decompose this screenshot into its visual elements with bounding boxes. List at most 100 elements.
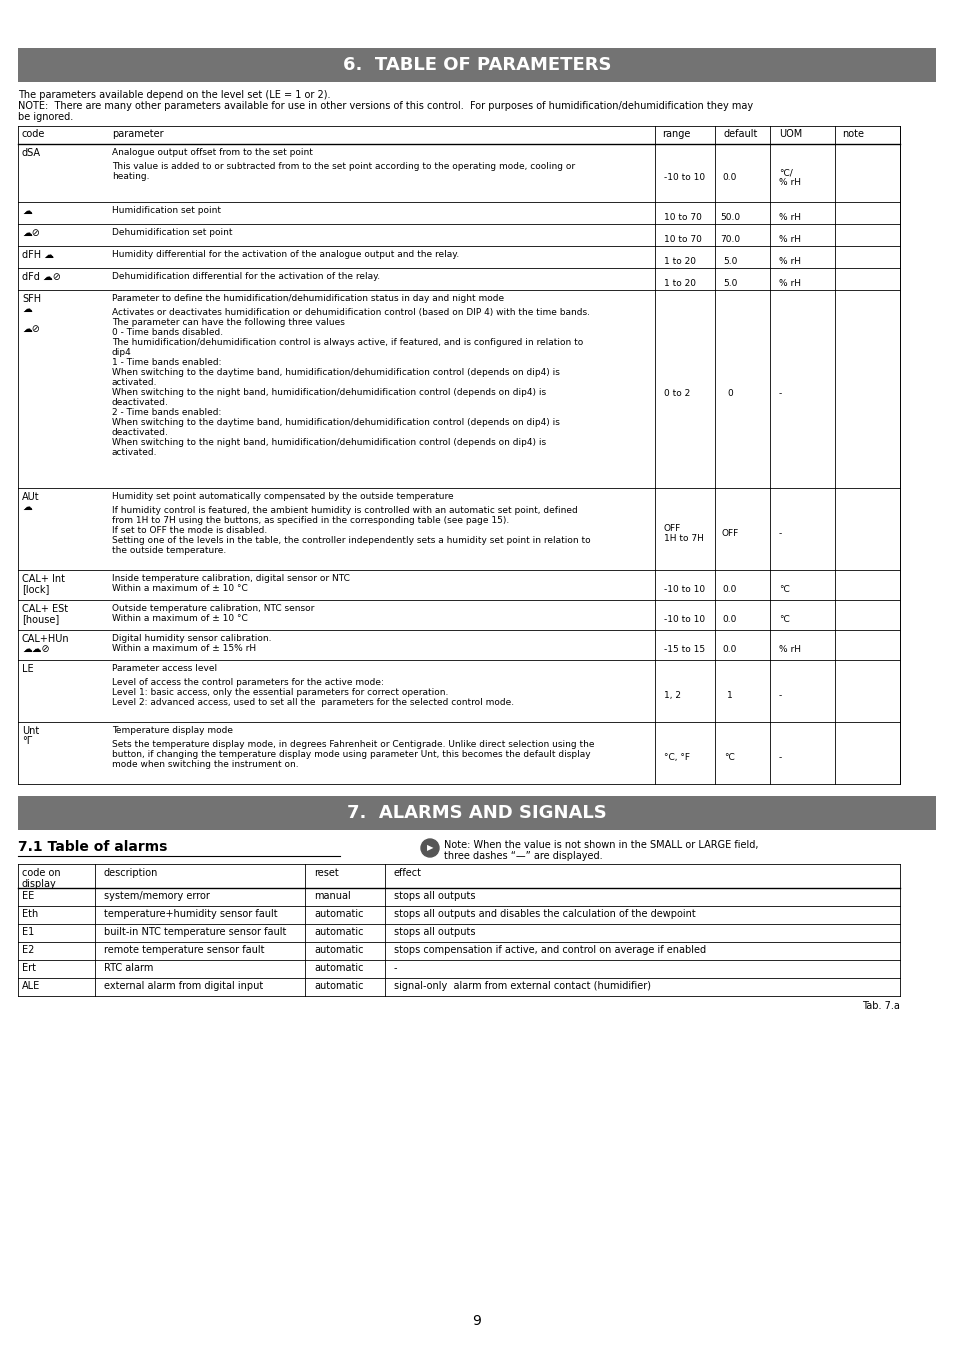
- Text: AUt: AUt: [22, 492, 40, 503]
- Text: ☁: ☁: [22, 205, 31, 216]
- Text: CAL+HUn: CAL+HUn: [22, 634, 70, 644]
- Text: NOTE:  There are many other parameters available for use in other versions of th: NOTE: There are many other parameters av…: [18, 101, 752, 111]
- Text: Activates or deactivates humidification or dehumidification control (based on DI: Activates or deactivates humidification …: [112, 308, 589, 317]
- Text: stops compensation if active, and control on average if enabled: stops compensation if active, and contro…: [394, 944, 705, 955]
- Text: deactivated.: deactivated.: [112, 428, 169, 436]
- Text: OFF: OFF: [720, 530, 738, 538]
- Text: 1: 1: [726, 690, 732, 700]
- Text: % rH: % rH: [779, 213, 801, 222]
- Text: the outside temperature.: the outside temperature.: [112, 546, 226, 555]
- Text: When switching to the daytime band, humidification/dehumidification control (dep: When switching to the daytime band, humi…: [112, 417, 559, 427]
- Text: If set to OFF the mode is disabled.: If set to OFF the mode is disabled.: [112, 526, 267, 535]
- Text: CAL+ ESt: CAL+ ESt: [22, 604, 68, 613]
- Text: The parameters available depend on the level set (LE = 1 or 2).: The parameters available depend on the l…: [18, 91, 330, 100]
- Text: stops all outputs: stops all outputs: [394, 927, 475, 938]
- Text: -: -: [779, 690, 781, 700]
- Text: ALE: ALE: [22, 981, 40, 992]
- Text: Digital humidity sensor calibration.: Digital humidity sensor calibration.: [112, 634, 272, 643]
- Text: RTC alarm: RTC alarm: [104, 963, 153, 973]
- Text: code: code: [22, 128, 46, 139]
- Text: When switching to the daytime band, humidification/dehumidification control (dep: When switching to the daytime band, humi…: [112, 367, 559, 377]
- Text: When switching to the night band, humidification/dehumidification control (depen: When switching to the night band, humidi…: [112, 388, 545, 397]
- Text: 1 to 20: 1 to 20: [663, 280, 696, 288]
- Text: % rH: % rH: [779, 644, 801, 654]
- Text: Temperature display mode: Temperature display mode: [112, 725, 233, 735]
- Text: 9: 9: [472, 1315, 481, 1328]
- Text: 1, 2: 1, 2: [663, 690, 680, 700]
- Text: effect: effect: [394, 867, 421, 878]
- Text: Sets the temperature display mode, in degrees Fahrenheit or Centigrade. Unlike d: Sets the temperature display mode, in de…: [112, 740, 594, 748]
- Text: ☁⊘: ☁⊘: [22, 324, 40, 334]
- Text: mode when switching the instrument on.: mode when switching the instrument on.: [112, 761, 298, 769]
- Text: heating.: heating.: [112, 172, 150, 181]
- Text: Analogue output offset from to the set point: Analogue output offset from to the set p…: [112, 149, 313, 157]
- Text: dFH ☁: dFH ☁: [22, 250, 54, 259]
- Text: E2: E2: [22, 944, 34, 955]
- Text: [house]: [house]: [22, 613, 59, 624]
- Text: Inside temperature calibration, digital sensor or NTC: Inside temperature calibration, digital …: [112, 574, 350, 584]
- Text: 1 to 20: 1 to 20: [663, 257, 696, 266]
- Text: reset: reset: [314, 867, 338, 878]
- Text: LE: LE: [22, 663, 33, 674]
- Text: 5.0: 5.0: [722, 280, 737, 288]
- Text: 7.1 Table of alarms: 7.1 Table of alarms: [18, 840, 167, 854]
- Text: Within a maximum of ± 10 °C: Within a maximum of ± 10 °C: [112, 613, 248, 623]
- Text: 0.0: 0.0: [722, 585, 737, 594]
- Text: 0.0: 0.0: [722, 615, 737, 624]
- Text: % rH: % rH: [779, 235, 801, 245]
- Text: Dehumidification differential for the activation of the relay.: Dehumidification differential for the ac…: [112, 272, 379, 281]
- Text: When switching to the night band, humidification/dehumidification control (depen: When switching to the night band, humidi…: [112, 438, 545, 447]
- Text: default: default: [723, 128, 758, 139]
- Text: Within a maximum of ± 15% rH: Within a maximum of ± 15% rH: [112, 644, 255, 653]
- Text: built-in NTC temperature sensor fault: built-in NTC temperature sensor fault: [104, 927, 286, 938]
- Text: 0 - Time bands disabled.: 0 - Time bands disabled.: [112, 328, 223, 336]
- Text: range: range: [661, 128, 690, 139]
- Text: -: -: [779, 530, 781, 538]
- Text: three dashes “—” are displayed.: three dashes “—” are displayed.: [443, 851, 602, 861]
- Text: -: -: [394, 963, 397, 973]
- Text: -10 to 10: -10 to 10: [663, 615, 704, 624]
- Text: dip4: dip4: [112, 349, 132, 357]
- Text: This value is added to or subtracted from to the set point according to the oper: This value is added to or subtracted fro…: [112, 162, 575, 172]
- Text: Parameter access level: Parameter access level: [112, 663, 217, 673]
- Bar: [18, 796, 935, 830]
- Text: 70.0: 70.0: [720, 235, 740, 245]
- Text: Level of access the control parameters for the active mode:: Level of access the control parameters f…: [112, 678, 383, 688]
- Text: CAL+ Int: CAL+ Int: [22, 574, 65, 584]
- Text: temperature+humidity sensor fault: temperature+humidity sensor fault: [104, 909, 277, 919]
- Text: 1 - Time bands enabled:: 1 - Time bands enabled:: [112, 358, 221, 367]
- Text: 7.  ALARMS AND SIGNALS: 7. ALARMS AND SIGNALS: [347, 804, 606, 821]
- Text: Tab. 7.a: Tab. 7.a: [862, 1001, 899, 1011]
- Text: activated.: activated.: [112, 449, 157, 457]
- Text: 6.  TABLE OF PARAMETERS: 6. TABLE OF PARAMETERS: [342, 55, 611, 74]
- Text: UOM: UOM: [779, 128, 801, 139]
- Text: Note: When the value is not shown in the SMALL or LARGE field,: Note: When the value is not shown in the…: [443, 840, 758, 850]
- Text: 1H to 7H: 1H to 7H: [663, 534, 703, 543]
- Text: [lock]: [lock]: [22, 584, 50, 594]
- Text: SFH: SFH: [22, 295, 41, 304]
- Text: Humidification set point: Humidification set point: [112, 205, 221, 215]
- Text: -: -: [779, 389, 781, 399]
- Text: ☁☁⊘: ☁☁⊘: [22, 644, 50, 654]
- Text: 0.0: 0.0: [722, 173, 737, 182]
- Text: ▶: ▶: [426, 843, 433, 852]
- Text: external alarm from digital input: external alarm from digital input: [104, 981, 263, 992]
- Text: Within a maximum of ± 10 °C: Within a maximum of ± 10 °C: [112, 584, 248, 593]
- Text: Humidity differential for the activation of the analogue output and the relay.: Humidity differential for the activation…: [112, 250, 458, 259]
- Text: °Γ: °Γ: [22, 736, 32, 746]
- Bar: [18, 49, 935, 82]
- Text: automatic: automatic: [314, 981, 363, 992]
- Text: If humidity control is featured, the ambient humidity is controlled with an auto: If humidity control is featured, the amb…: [112, 507, 578, 515]
- Circle shape: [420, 839, 438, 857]
- Text: °C: °C: [724, 753, 735, 762]
- Text: stops all outputs and disables the calculation of the dewpoint: stops all outputs and disables the calcu…: [394, 909, 695, 919]
- Text: automatic: automatic: [314, 944, 363, 955]
- Text: display: display: [22, 880, 56, 889]
- Text: from 1H to 7H using the buttons, as specified in the corresponding table (see pa: from 1H to 7H using the buttons, as spec…: [112, 516, 509, 526]
- Text: activated.: activated.: [112, 378, 157, 386]
- Text: ☁⊘: ☁⊘: [22, 228, 40, 238]
- Text: Dehumidification set point: Dehumidification set point: [112, 228, 233, 236]
- Text: 2 - Time bands enabled:: 2 - Time bands enabled:: [112, 408, 221, 417]
- Text: 0.0: 0.0: [722, 644, 737, 654]
- Text: 50.0: 50.0: [720, 213, 740, 222]
